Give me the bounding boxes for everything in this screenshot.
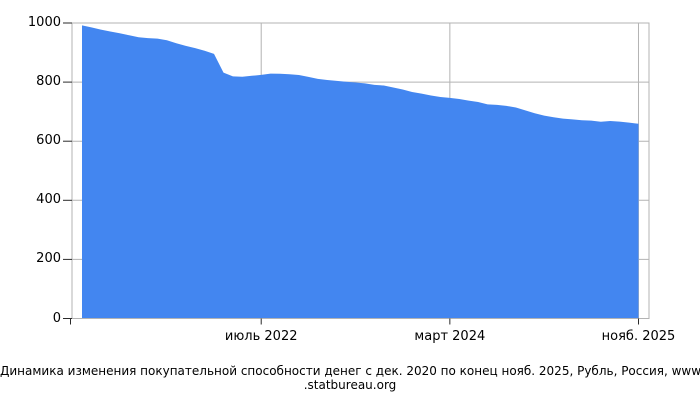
area-series: [82, 25, 639, 319]
x-tick-label: июль 2022: [224, 329, 298, 344]
caption-line: .statbureau.org: [303, 377, 397, 392]
caption-line: Динамика изменения покупательной способн…: [0, 364, 700, 378]
x-tick-label: нояб. 2025: [601, 329, 676, 344]
y-tick-label: 1000: [27, 15, 61, 30]
y-tick-label: 600: [36, 133, 61, 149]
plot-frame: [71, 22, 650, 319]
y-tick-label: 400: [36, 192, 61, 208]
y-tick-label: 800: [36, 74, 61, 90]
y-tick-label: 0: [52, 310, 61, 326]
y-tick-label: 200: [36, 251, 61, 267]
chart-caption: Динамика изменения покупательной способн…: [0, 364, 700, 392]
x-tick-label: март 2024: [414, 329, 486, 344]
